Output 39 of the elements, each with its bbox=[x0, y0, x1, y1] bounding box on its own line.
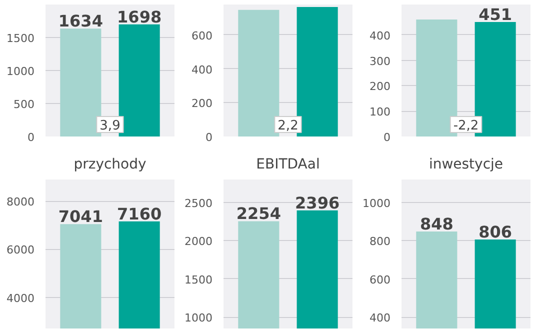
y-tick-label: 200 bbox=[370, 80, 391, 94]
y-tick-label: 2000 bbox=[184, 235, 213, 248]
x-axis-title: EBITDAal bbox=[256, 156, 320, 172]
data-label: 7041 bbox=[58, 207, 103, 226]
y-tick-label: 200 bbox=[192, 97, 213, 110]
data-label: 1634 bbox=[58, 12, 103, 31]
y-tick-label: 400 bbox=[370, 312, 391, 325]
y-tick-label: 600 bbox=[370, 273, 391, 286]
x-axis-title: przychody bbox=[74, 156, 146, 172]
y-tick-label: 100 bbox=[370, 106, 391, 119]
y-tick-label: 8000 bbox=[6, 196, 35, 209]
y-tick-label: 4000 bbox=[6, 292, 35, 305]
y-tick-label: 500 bbox=[14, 98, 35, 111]
data-label: 2396 bbox=[295, 193, 340, 212]
y-tick-label: 400 bbox=[192, 63, 213, 76]
y-tick-label: 6000 bbox=[6, 244, 35, 257]
y-tick-label: 2500 bbox=[184, 196, 213, 210]
y-tick-label: 1000 bbox=[184, 312, 213, 325]
y-tick-label: 1000 bbox=[362, 196, 391, 210]
y-tick-label: 1500 bbox=[6, 32, 35, 45]
data-label: 1698 bbox=[117, 7, 162, 26]
y-tick-label: 1500 bbox=[184, 273, 213, 286]
data-label: 451 bbox=[478, 5, 512, 24]
y-tick-label: 0 bbox=[384, 131, 390, 144]
y-tick-label: 1000 bbox=[6, 65, 35, 78]
data-label: 2254 bbox=[236, 204, 281, 224]
y-tick-label: 0 bbox=[206, 131, 212, 144]
data-label: 806 bbox=[478, 222, 512, 242]
data-label: 848 bbox=[420, 214, 454, 234]
annotation: 2,2 bbox=[278, 118, 298, 134]
y-tick-label: 800 bbox=[370, 235, 391, 248]
y-tick-label: 300 bbox=[370, 54, 391, 68]
y-tick-label: 600 bbox=[192, 29, 213, 42]
y-tick-label: 0 bbox=[28, 131, 34, 144]
y-tick-label: 400 bbox=[370, 29, 391, 42]
data-label: 7160 bbox=[117, 204, 162, 224]
annotation: -2,2 bbox=[453, 118, 479, 134]
x-axis-title: inwestycje bbox=[428, 156, 504, 172]
annotation: 3,9 bbox=[100, 118, 120, 134]
